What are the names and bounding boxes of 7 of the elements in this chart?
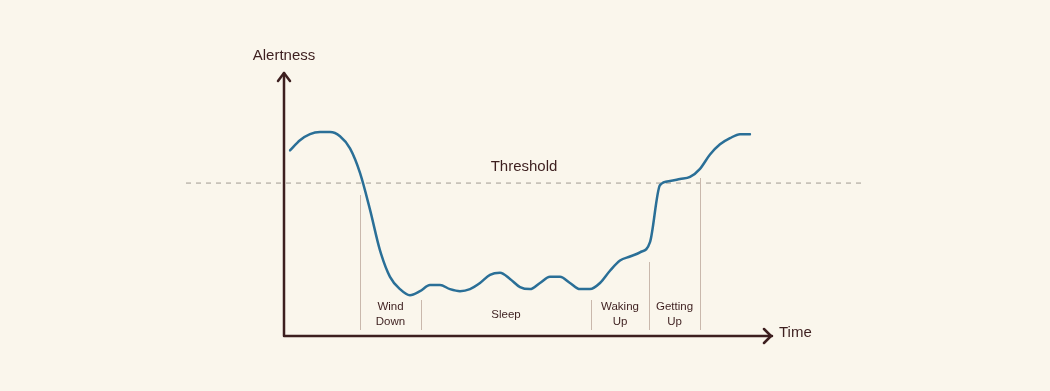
ref-line-label: Threshold bbox=[490, 156, 558, 174]
annotation: Wind Down bbox=[374, 299, 407, 329]
annotation: Waking Up bbox=[600, 299, 640, 329]
annotation: Getting Up bbox=[654, 299, 695, 329]
annotation: Sleep bbox=[490, 306, 522, 322]
y-axis-title: Alertness bbox=[252, 45, 316, 63]
x-axis-title: Time bbox=[779, 323, 812, 341]
